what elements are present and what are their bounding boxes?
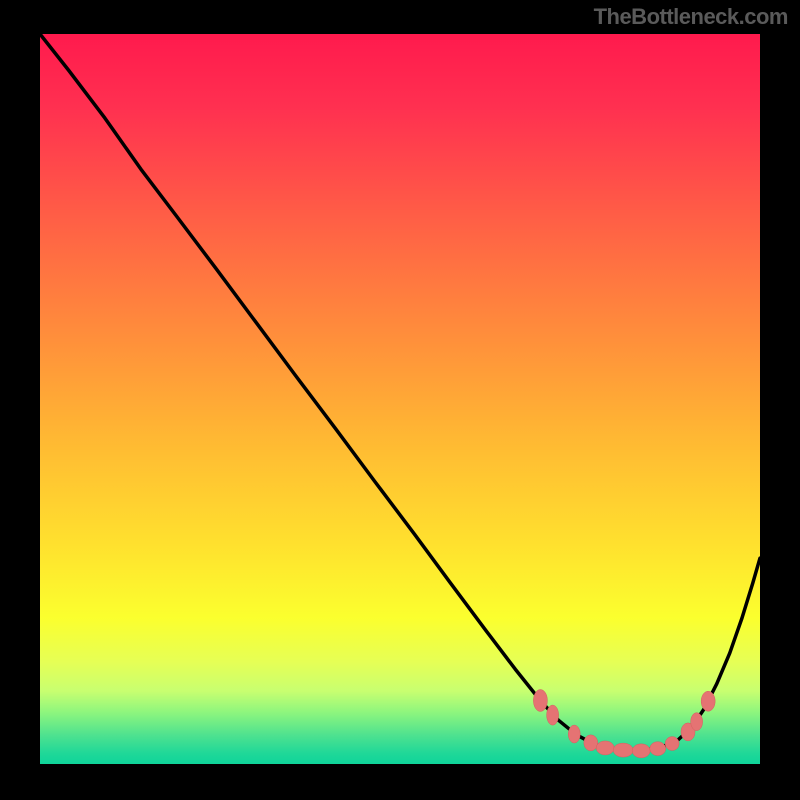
marker-point [533, 689, 547, 711]
marker-point [691, 713, 703, 731]
gradient-background [40, 34, 760, 764]
marker-point [613, 743, 633, 757]
marker-point [568, 725, 580, 743]
watermark-label: TheBottleneck.com [594, 4, 788, 30]
marker-point [584, 735, 598, 751]
marker-point [701, 691, 715, 711]
marker-point [596, 741, 614, 755]
marker-point [665, 737, 679, 751]
marker-point [547, 705, 559, 725]
plot-area [40, 34, 760, 764]
bottleneck-chart [0, 0, 800, 800]
chart-container: TheBottleneck.com [0, 0, 800, 800]
marker-point [632, 744, 650, 758]
marker-point [650, 742, 666, 756]
